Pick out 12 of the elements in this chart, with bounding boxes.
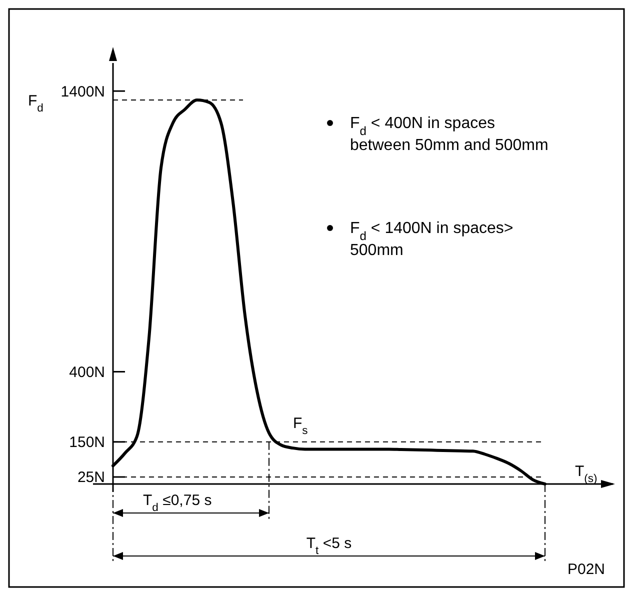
y-tick-label: 1400N xyxy=(60,83,105,100)
x-axis-title: T$_{(s)}$ xyxy=(575,463,598,485)
text: T$_{t}$ <5 s xyxy=(306,535,352,557)
annotation: F$_{s}$ xyxy=(293,414,308,437)
y-tick-label: 25N xyxy=(77,469,105,486)
annotation: F$_{d}$ < 1400N in spaces> 500mm xyxy=(350,220,514,259)
ref-line-label: F$_{d}$ xyxy=(28,92,44,114)
text: P02N xyxy=(567,561,605,578)
y-tick-label: 400N xyxy=(69,364,105,381)
annotation: F$_{d}$ < 400N in spaces between 50mm and 500mm xyxy=(350,115,548,154)
text: T$_{d}$ ≤0,75 s xyxy=(143,492,212,514)
y-tick-label: 150N xyxy=(69,434,105,452)
